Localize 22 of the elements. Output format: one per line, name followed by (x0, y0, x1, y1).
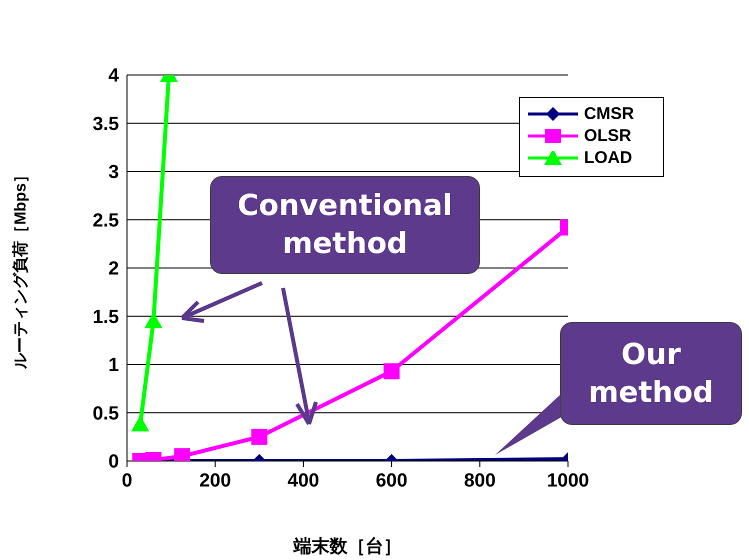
y-tick-label: 0.5 (92, 403, 120, 424)
x-tick-label: 600 (376, 470, 408, 492)
x-axis-title: 端末数［台］ (292, 536, 402, 556)
legend-label: OLSR (583, 126, 632, 146)
y-tick-label: 1 (108, 355, 120, 376)
y-tick-label: 2.5 (92, 210, 120, 232)
annotation: Conventional method (210, 176, 480, 274)
x-tick-label: 1000 (546, 470, 590, 492)
y-tick-label: 3.5 (92, 114, 120, 135)
y-tick-label: 1.5 (92, 306, 120, 328)
y-tick-label: 2 (108, 258, 119, 280)
x-tick-label: 400 (288, 470, 320, 492)
legend-label: CMSR (583, 104, 634, 124)
y-tick-label: 4 (108, 66, 120, 87)
y-axis-title: ルーティング負荷［Mbps］ (12, 167, 30, 370)
x-tick-label: 0 (122, 470, 132, 492)
point (131, 415, 150, 432)
legend-label: LOAD (583, 148, 632, 168)
x-tick-label: 800 (464, 470, 496, 492)
y-tick-label: 3 (108, 162, 119, 184)
y-tick-label: 0 (108, 452, 119, 473)
x-tick-label: 200 (199, 470, 232, 492)
